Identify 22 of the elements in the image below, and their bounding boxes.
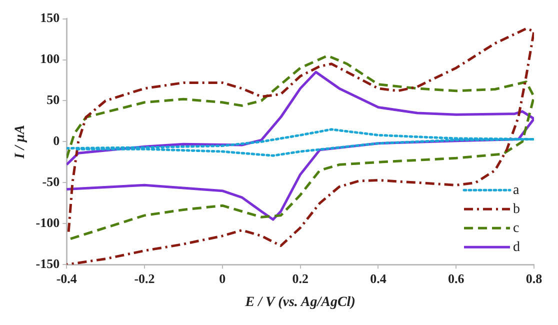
x-tick-label: 0.8 — [526, 270, 543, 286]
legend-label: d — [513, 240, 520, 255]
x-tick-label: 0.4 — [370, 270, 387, 286]
x-axis-title: E / V (vs. Ag/AgCl) — [244, 295, 356, 310]
legend-label: c — [513, 220, 520, 236]
x-tick-label: -0.2 — [134, 270, 155, 286]
y-tick-label: 100 — [40, 51, 60, 66]
y-tick-label: 0 — [53, 133, 60, 148]
y-tick-label: -100 — [36, 214, 60, 230]
x-tick-label: 0 — [219, 270, 226, 286]
y-tick-label: 150 — [40, 10, 60, 26]
y-tick-label: -50 — [42, 174, 60, 190]
line-series — [66, 54, 534, 242]
legend-label: a — [513, 182, 520, 198]
x-tick-label: 0.6 — [448, 270, 465, 286]
y-axis-title: I / µA — [13, 124, 28, 160]
line-series — [66, 128, 534, 157]
y-tick-label: 50 — [46, 92, 60, 108]
x-tick-label: -0.4 — [56, 270, 78, 286]
x-tick-label: 0.2 — [292, 270, 308, 286]
legend-label: b — [513, 202, 520, 217]
y-tick-label: -150 — [36, 256, 60, 271]
